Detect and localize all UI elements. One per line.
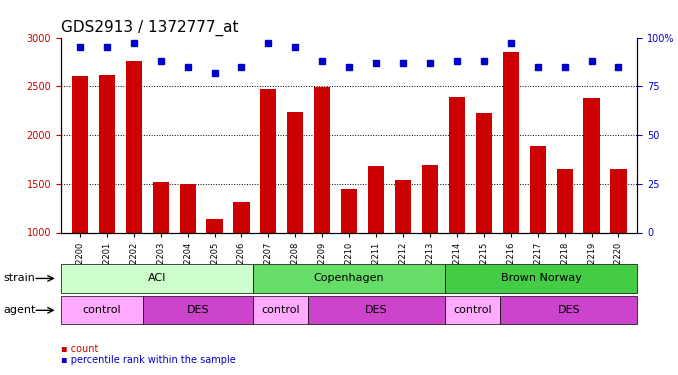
Bar [341, 189, 357, 232]
Bar [422, 165, 438, 232]
Bar [125, 61, 142, 232]
Text: agent: agent [3, 305, 36, 315]
Text: DES: DES [187, 305, 210, 315]
Bar [584, 98, 599, 232]
Bar [530, 146, 546, 232]
Bar [449, 97, 465, 232]
Text: ACI: ACI [148, 273, 166, 284]
Text: DES: DES [365, 305, 388, 315]
Bar [99, 75, 115, 232]
Bar [557, 169, 573, 232]
Bar [72, 75, 88, 232]
Text: control: control [454, 305, 492, 315]
Text: control: control [83, 305, 121, 315]
Text: control: control [261, 305, 300, 315]
Text: GDS2913 / 1372777_at: GDS2913 / 1372777_at [61, 20, 239, 36]
Bar [180, 184, 196, 232]
Text: Copenhagen: Copenhagen [314, 273, 384, 284]
Bar [368, 166, 384, 232]
Bar [206, 219, 222, 232]
Bar [476, 112, 492, 232]
Bar [260, 89, 277, 232]
Text: DES: DES [557, 305, 580, 315]
Bar [502, 52, 519, 232]
Bar [314, 87, 330, 232]
Bar [233, 202, 250, 232]
Text: ▪ count: ▪ count [61, 344, 98, 354]
Bar [610, 169, 626, 232]
Bar [395, 180, 411, 232]
Bar [287, 112, 303, 232]
Text: strain: strain [3, 273, 35, 284]
Bar [153, 182, 169, 232]
Text: ▪ percentile rank within the sample: ▪ percentile rank within the sample [61, 355, 236, 365]
Text: Brown Norway: Brown Norway [501, 273, 582, 284]
